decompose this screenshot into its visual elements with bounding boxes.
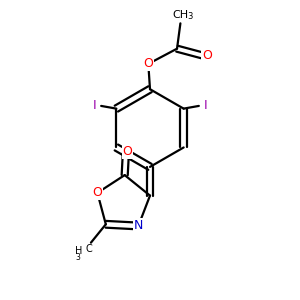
Text: N: N <box>134 220 143 232</box>
Text: O: O <box>92 186 102 199</box>
Text: I: I <box>93 99 96 112</box>
Text: O: O <box>123 145 133 158</box>
Text: I: I <box>204 99 207 112</box>
Text: 3: 3 <box>76 254 80 262</box>
Text: CH: CH <box>172 10 188 20</box>
Text: O: O <box>202 49 212 62</box>
Text: C: C <box>86 244 93 254</box>
Text: 3: 3 <box>187 12 193 21</box>
Text: O: O <box>143 57 153 70</box>
Text: H: H <box>75 246 82 256</box>
